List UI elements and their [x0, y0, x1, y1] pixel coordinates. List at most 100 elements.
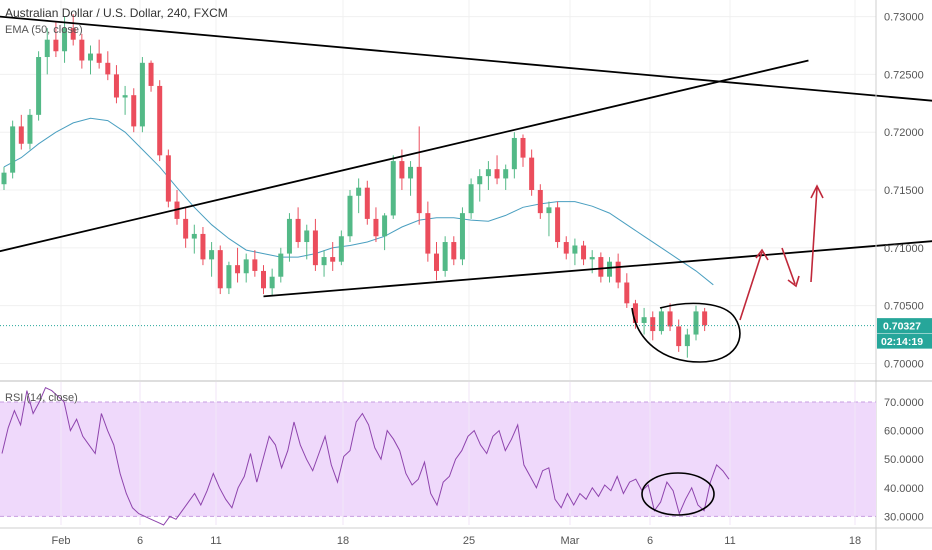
rsi-pane[interactable]: RSI (14, close) 70.0000 60.0000 50.0000 40.…: [0, 382, 924, 526]
candle: [10, 120, 16, 179]
rsi-tick-label: 60.0000: [884, 426, 924, 438]
candle: [70, 14, 76, 46]
trendline: [0, 15, 932, 102]
price-ellipse: [631, 302, 741, 363]
candle: [494, 155, 500, 185]
candle-body: [235, 265, 241, 274]
candle: [62, 16, 68, 63]
candle: [113, 65, 119, 104]
candle: [451, 236, 457, 266]
trendlines-layer: [0, 15, 932, 298]
candle-body: [70, 28, 76, 40]
candles-layer: [0, 14, 876, 358]
candle-body: [347, 195, 353, 237]
candle: [693, 305, 699, 341]
candle: [243, 253, 249, 283]
candle: [684, 328, 690, 358]
main-pane[interactable]: Australian Dollar / U.S. Dollar, 240, FX…: [0, 0, 932, 380]
candle-body: [157, 85, 163, 156]
candle-body: [139, 62, 145, 127]
candle: [122, 85, 128, 115]
candle-body: [520, 137, 526, 158]
candle-body: [261, 270, 266, 289]
candle: [598, 252, 604, 283]
candle-body: [632, 303, 638, 323]
candle-body: [36, 57, 42, 115]
candle-body: [330, 257, 336, 262]
candle: [183, 207, 189, 248]
candle-body: [607, 261, 612, 277]
candle-body: [62, 28, 68, 52]
candle-body: [641, 317, 647, 323]
rsi-tick-label: 70.0000: [884, 397, 924, 409]
candle: [624, 273, 630, 308]
arrow-head-1: [755, 248, 769, 261]
candle: [459, 207, 465, 266]
candle-body: [563, 242, 569, 254]
candle-body: [312, 230, 318, 266]
rsi-tick-label: 40.0000: [884, 483, 924, 495]
candle-body: [416, 166, 422, 214]
candle-body: [226, 265, 232, 289]
candle: [408, 161, 414, 196]
candle: [529, 149, 535, 196]
candle-body: [390, 161, 396, 216]
candle-body: [511, 137, 517, 170]
rsi-annotations: [641, 472, 715, 516]
candle-body: [148, 62, 154, 86]
candle-body: [650, 317, 656, 332]
candle: [200, 227, 206, 266]
candle-body: [382, 215, 388, 237]
candle: [295, 207, 301, 248]
arrow-head-3: [810, 184, 824, 199]
rsi-tick-label: 50.0000: [884, 454, 924, 466]
candle-body: [658, 311, 664, 332]
price-ticks: 0.73000 0.72500 0.72000 0.71500 0.71000 0.705…: [884, 12, 924, 371]
candle: [235, 247, 241, 283]
candle: [79, 33, 85, 69]
countdown-label: 02:14:19: [881, 336, 923, 348]
candle: [442, 236, 448, 277]
candle: [390, 155, 396, 219]
candle-body: [529, 157, 535, 190]
rsi-band: [0, 402, 876, 517]
candle: [105, 51, 111, 81]
candle-body: [338, 236, 344, 262]
candle-body: [589, 257, 595, 260]
candle: [615, 253, 621, 289]
rsi-line: [1, 387, 730, 526]
candle: [330, 242, 336, 271]
candle: [416, 126, 422, 225]
time-tick-label: Feb: [52, 535, 71, 547]
candle-body: [200, 233, 206, 260]
time-tick-label: 11: [724, 535, 735, 547]
candle-body: [572, 245, 578, 254]
candle: [364, 180, 370, 225]
candle-body: [581, 245, 587, 260]
candle-body: [624, 282, 630, 304]
trendline: [0, 59, 809, 253]
time-tick-label: 18: [849, 535, 861, 547]
candle: [520, 134, 526, 167]
chart-title: Australian Dollar / U.S. Dollar, 240, FX…: [5, 6, 228, 20]
ema-legend-label: EMA (50, close): [5, 24, 83, 36]
candle-body: [537, 190, 543, 214]
time-axis[interactable]: Feb 6 11 18 25 Mar 6 11 18: [0, 527, 932, 547]
candle: [321, 250, 327, 277]
candle-body: [442, 242, 448, 271]
candle: [18, 114, 24, 150]
projection-arrow-down: [781, 247, 796, 285]
candle: [44, 28, 50, 75]
price-axis[interactable]: 0.73000 0.72500 0.72000 0.71500 0.71000 0.705…: [875, 0, 932, 550]
candle: [226, 261, 232, 295]
rsi-grid: [0, 382, 876, 525]
candle-body: [295, 218, 301, 243]
time-tick-label: Mar: [561, 535, 580, 547]
rsi-ticks: 70.0000 60.0000 50.0000 40.0000 30.0000: [884, 397, 924, 523]
candle-body: [693, 311, 699, 335]
candle: [304, 224, 310, 260]
candle: [88, 45, 93, 75]
candle: [356, 178, 362, 214]
rsi-legend-label: RSI (14, close): [5, 392, 78, 404]
